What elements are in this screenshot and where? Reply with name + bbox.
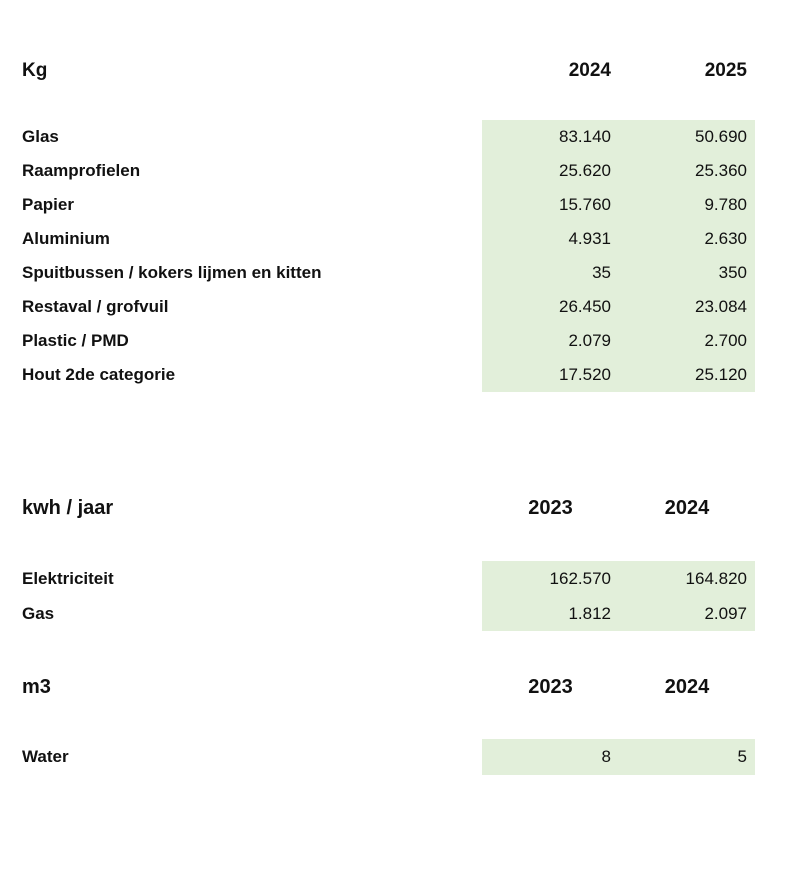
value-cell[interactable]: 8 — [482, 739, 619, 775]
row-label-cell[interactable]: Plastic / PMD — [22, 331, 129, 350]
unit-header-m3[interactable]: m3 — [22, 675, 51, 698]
year-column-header[interactable]: 2025 — [704, 60, 747, 81]
value-cell[interactable]: 35 — [482, 256, 619, 290]
row-label-cell[interactable]: Water — [22, 747, 69, 766]
value-cell[interactable]: 25.620 — [482, 154, 619, 188]
value-cell[interactable]: 17.520 — [482, 358, 619, 392]
year-column-header[interactable]: 2024 — [664, 675, 710, 698]
table-row: Papier 15.760 9.780 — [0, 188, 755, 222]
row-label-cell[interactable]: Hout 2de categorie — [22, 365, 176, 384]
row-label-cell[interactable]: Restaval / grofvuil — [22, 297, 169, 316]
table-row: Water 8 5 — [0, 739, 755, 775]
value-cell[interactable]: 25.120 — [619, 358, 755, 392]
value-cell[interactable]: 4.931 — [482, 222, 619, 256]
value-cell[interactable]: 1.812 — [482, 596, 619, 631]
value-cell[interactable]: 50.690 — [619, 120, 755, 154]
year-column-header[interactable]: 2024 — [664, 496, 710, 519]
year-column-header[interactable]: 2023 — [528, 496, 573, 519]
value-cell[interactable]: 2.630 — [619, 222, 755, 256]
unit-header-kg[interactable]: Kg — [22, 60, 48, 81]
value-cell[interactable]: 2.079 — [482, 324, 619, 358]
value-cell[interactable]: 9.780 — [619, 188, 755, 222]
year-column-header[interactable]: 2023 — [528, 675, 573, 698]
table-row: Hout 2de categorie 17.520 25.120 — [0, 358, 755, 392]
row-label-cell[interactable]: Gas — [22, 603, 55, 623]
value-cell[interactable]: 2.700 — [619, 324, 755, 358]
table-row: Raamprofielen 25.620 25.360 — [0, 154, 755, 188]
table-row: Elektriciteit 162.570 164.820 — [0, 561, 755, 596]
table-kwh-header-row: kwh / jaar 2023 2024 — [0, 490, 755, 526]
table-row: Glas 83.140 50.690 — [0, 120, 755, 154]
table-kg-rows: Glas 83.140 50.690 Raamprofielen 25.620 25.36… — [0, 120, 755, 392]
table-row: Spuitbussen / kokers lijmen en kitten 35 3… — [0, 256, 755, 290]
row-label-cell[interactable]: Aluminium — [22, 229, 110, 248]
row-label-cell[interactable]: Spuitbussen / kokers lijmen en kitten — [22, 263, 322, 282]
row-label-cell[interactable]: Elektriciteit — [22, 568, 114, 588]
value-cell[interactable]: 83.140 — [482, 120, 619, 154]
value-cell[interactable]: 26.450 — [482, 290, 619, 324]
value-cell[interactable]: 5 — [619, 739, 755, 775]
value-cell[interactable]: 164.820 — [619, 561, 755, 596]
value-cell[interactable]: 23.084 — [619, 290, 755, 324]
table-kwh-rows: Elektriciteit 162.570 164.820 Gas 1.812 2.097 — [0, 561, 755, 631]
unit-header-kwh[interactable]: kwh / jaar — [22, 496, 114, 519]
row-label-cell[interactable]: Papier — [22, 195, 74, 214]
year-column-header[interactable]: 2024 — [568, 60, 611, 81]
table-row: Aluminium 4.931 2.630 — [0, 222, 755, 256]
table-m3-header-row: m3 2023 2024 — [0, 669, 755, 705]
value-cell[interactable]: 350 — [619, 256, 755, 290]
row-label-cell[interactable]: Raamprofielen — [22, 161, 141, 180]
table-row: Restaval / grofvuil 26.450 23.084 — [0, 290, 755, 324]
table-row: Gas 1.812 2.097 — [0, 596, 755, 631]
table-m3-rows: Water 8 5 — [0, 739, 755, 775]
value-cell[interactable]: 15.760 — [482, 188, 619, 222]
value-cell[interactable]: 25.360 — [619, 154, 755, 188]
table-kg-header-row: Kg 2024 2025 — [0, 53, 755, 89]
value-cell[interactable]: 2.097 — [619, 596, 755, 631]
value-cell[interactable]: 162.570 — [482, 561, 619, 596]
table-row: Plastic / PMD 2.079 2.700 — [0, 324, 755, 358]
row-label-cell[interactable]: Glas — [22, 127, 59, 146]
